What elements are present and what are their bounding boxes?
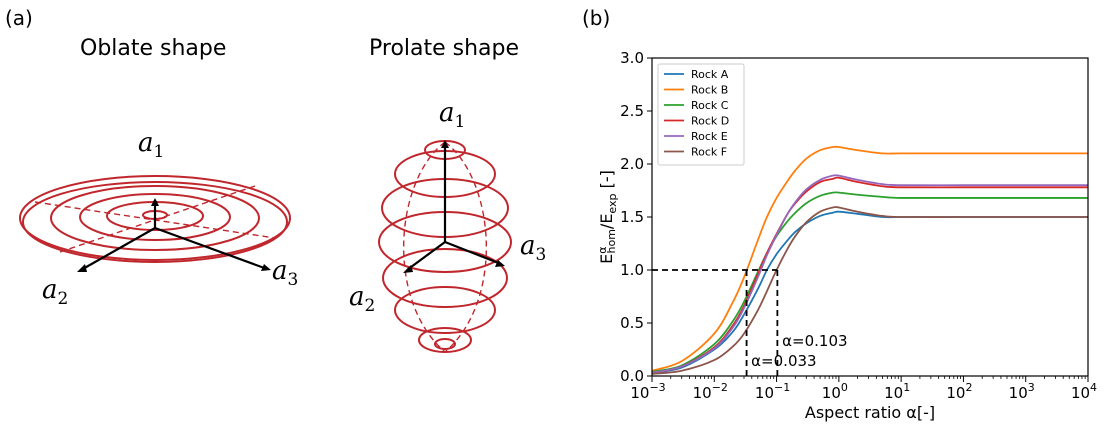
- y-tick-label: 3.0: [620, 49, 644, 67]
- prolate-axis-a3-label: a3: [520, 231, 546, 265]
- legend-label: Rock A: [691, 68, 729, 81]
- prolate-axis-a2-label: a2: [349, 282, 375, 316]
- x-tick-label: 100: [822, 381, 848, 402]
- oblate-spheroid-diagram: [15, 160, 315, 340]
- x-tick-label: 104: [1071, 381, 1097, 402]
- x-tick-label: 10−2: [693, 381, 728, 402]
- annotation-2: α=0.033: [751, 352, 816, 370]
- y-tick-label: 2.5: [620, 102, 644, 120]
- oblate-axis-a2-label: a2: [42, 275, 68, 309]
- y-tick-label: 1.5: [620, 208, 644, 226]
- x-axis-label: Aspect ratio α[-]: [805, 403, 935, 422]
- prolate-title: Prolate shape: [369, 36, 519, 61]
- prolate-spheroid-diagram: [365, 130, 525, 370]
- x-tick-label: 10−3: [630, 381, 665, 402]
- legend-label: Rock E: [691, 130, 728, 143]
- legend-label: Rock F: [691, 146, 727, 159]
- prolate-axis-a1-label: a1: [439, 98, 465, 132]
- oblate-title: Oblate shape: [80, 36, 226, 61]
- y-tick-label: 1.0: [620, 261, 644, 279]
- x-tick-label: 102: [946, 381, 972, 402]
- series-line-rock-b: [652, 147, 1088, 371]
- oblate-axis-a3-label: a3: [272, 256, 298, 290]
- oblate-axis-a1-label: a1: [138, 128, 164, 162]
- series-line-rock-e: [652, 175, 1088, 373]
- y-tick-label: 2.0: [620, 155, 644, 173]
- y-axis-label: Eαhom/Eexp [-]: [596, 170, 619, 264]
- panel-a-label: (a): [5, 6, 33, 30]
- stiffness-ratio-chart: 0.0 0.5 1.0 1.5 2.0 2.5 3.0 10−3 10−2 10−1 100 101 1…: [588, 0, 1108, 426]
- series-line-rock-d: [652, 178, 1088, 373]
- legend-label: Rock B: [691, 84, 728, 97]
- y-tick-label: 0.5: [620, 314, 644, 332]
- legend-label: Rock D: [691, 115, 729, 128]
- series-line-rock-f: [652, 207, 1088, 374]
- annotation-1: α=0.103: [782, 332, 847, 350]
- x-tick-label: 101: [884, 381, 910, 402]
- series-line-rock-a: [652, 212, 1088, 373]
- y-tick-label: 0.0: [620, 367, 644, 385]
- x-tick-label: 10−1: [755, 381, 790, 402]
- x-tick-label: 103: [1009, 381, 1035, 402]
- legend-label: Rock C: [691, 99, 729, 112]
